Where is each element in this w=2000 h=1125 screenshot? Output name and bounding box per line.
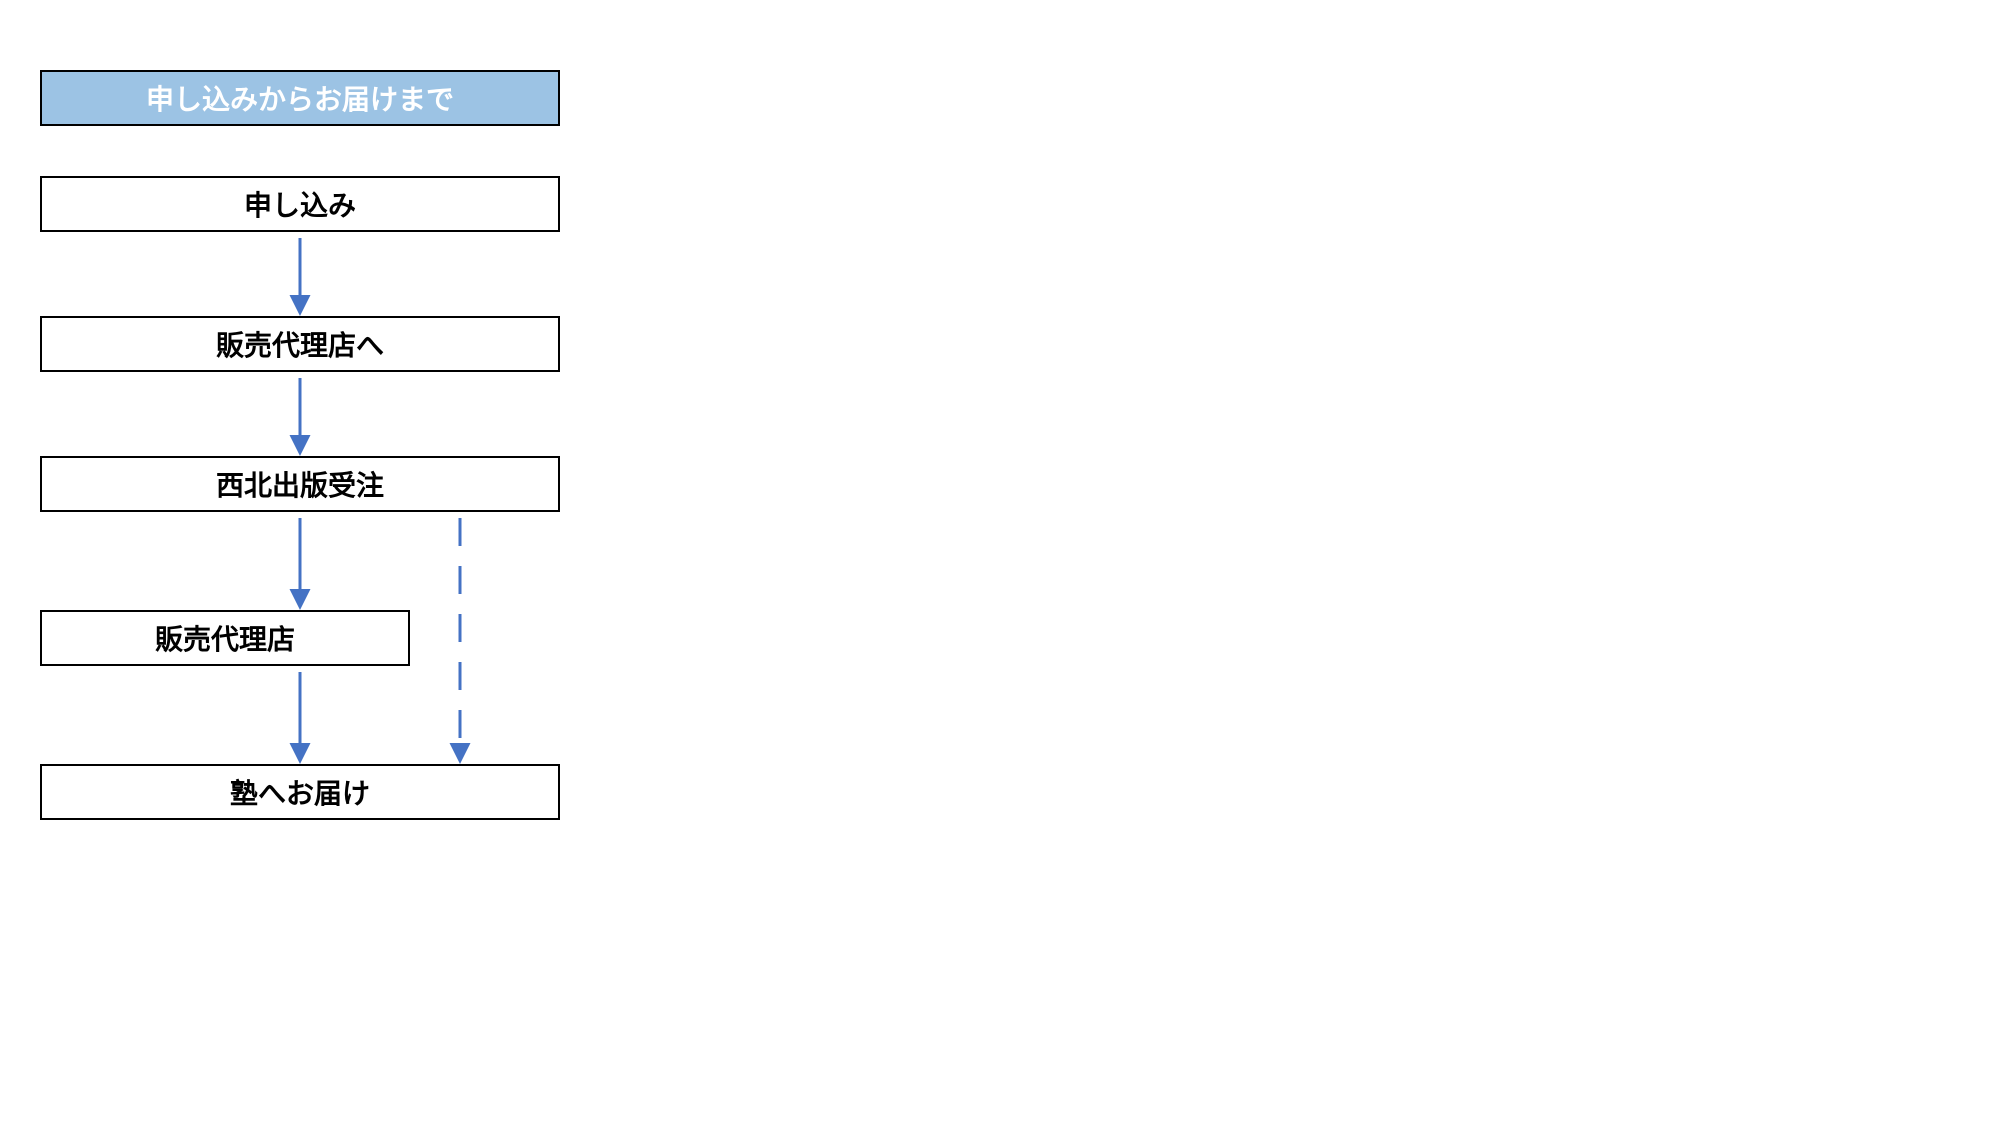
title-text: 申し込みからお届けまで (146, 78, 454, 118)
node-label: 申し込み (244, 184, 356, 224)
flowchart-container: 申し込みからお届けまで (40, 70, 560, 176)
node-label: 販売代理店 (155, 618, 295, 658)
flow-node-delivery: 塾へお届け (40, 764, 560, 820)
flow-node-apply: 申し込み (40, 176, 560, 232)
flowchart-title: 申し込みからお届けまで (40, 70, 560, 126)
flow-node-to-distributor: 販売代理店へ (40, 316, 560, 372)
node-label: 西北出版受注 (216, 464, 384, 504)
node-label: 販売代理店へ (216, 324, 384, 364)
flow-node-order-received: 西北出版受注 (40, 456, 560, 512)
node-label: 塾へお届け (230, 772, 370, 812)
flow-node-distributor: 販売代理店 (40, 610, 410, 666)
